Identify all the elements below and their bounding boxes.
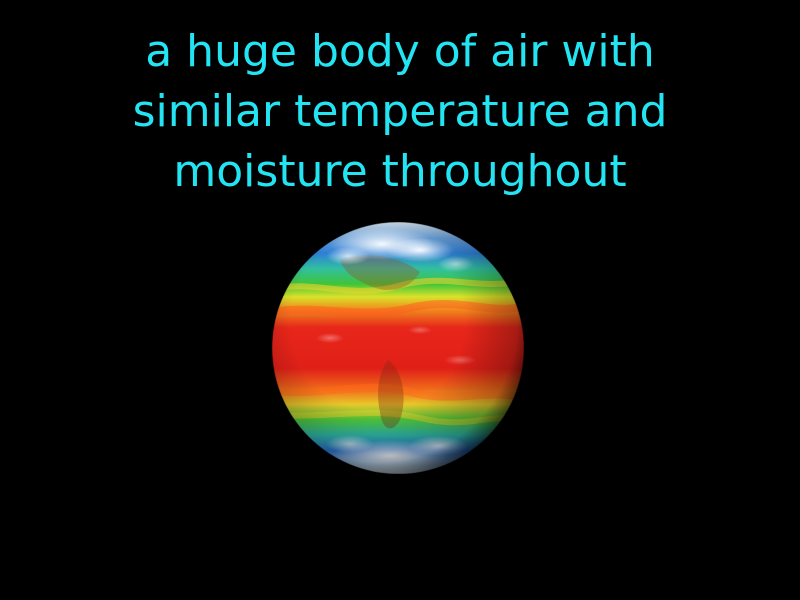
earth-temperature-globe-icon xyxy=(270,220,526,476)
definition-line-3: moisture throughout xyxy=(173,146,627,197)
globe-graphic xyxy=(271,221,525,475)
definition-text: a huge body of air with similar temperat… xyxy=(0,22,800,202)
definition-line-1: a huge body of air with xyxy=(145,26,655,77)
definition-line-2: similar temperature and xyxy=(132,86,668,137)
